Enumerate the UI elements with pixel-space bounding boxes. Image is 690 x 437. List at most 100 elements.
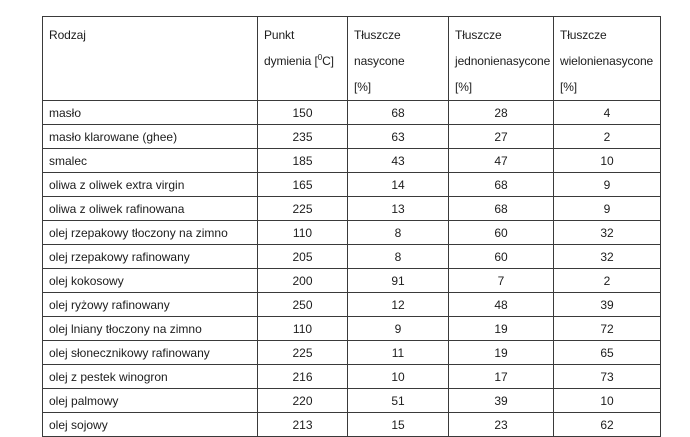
superscript-zero: 0 (317, 53, 323, 62)
value-cell: 27 (448, 124, 554, 149)
table-row: masło 150 68 28 4 (42, 100, 661, 125)
value-cell: 9 (553, 196, 661, 221)
row-label-cell: oliwa z oliwek rafinowana (42, 196, 258, 221)
header-line: Punkt (264, 28, 295, 42)
header-line: jednonienasycone (455, 54, 551, 68)
header-line: wielonienasycone (560, 54, 654, 68)
value-cell: 19 (448, 316, 554, 341)
value-cell: 15 (347, 412, 449, 437)
value-cell: 7 (448, 268, 554, 293)
value-cell: 28 (448, 100, 554, 125)
table-row: olej z pestek winogron 216 10 17 73 (42, 364, 661, 389)
value-cell: 72 (553, 316, 661, 341)
table-header: Rodzaj Punkt dymienia [0C] Tłuszcze nasy… (42, 16, 661, 101)
value-cell: 23 (448, 412, 554, 437)
table-row: olej palmowy 220 51 39 10 (42, 388, 661, 413)
value-cell: 48 (448, 292, 554, 317)
table-row: masło klarowane (ghee) 235 63 27 2 (42, 124, 661, 149)
value-cell: 10 (347, 364, 449, 389)
value-cell: 8 (347, 244, 449, 269)
value-cell: 110 (257, 220, 348, 245)
table-row: olej słonecznikowy rafinowany 225 11 19 65 (42, 340, 661, 365)
value-cell: 19 (448, 340, 554, 365)
value-cell: 13 (347, 196, 449, 221)
value-cell: 110 (257, 316, 348, 341)
value-cell: 32 (553, 220, 661, 245)
row-label-cell: olej sojowy (42, 412, 258, 437)
value-cell: 9 (347, 316, 449, 341)
value-cell: 8 (347, 220, 449, 245)
header-line: Tłuszcze (455, 28, 502, 42)
col-header-tluszcze-wielonienasycone: Tłuszcze wielonienasycone [%] (553, 16, 661, 101)
col-header-tluszcze-nasycone: Tłuszcze nasycone [%] (347, 16, 449, 101)
value-cell: 60 (448, 220, 554, 245)
row-label-cell: olej kokosowy (42, 268, 258, 293)
row-label-cell: olej rzepakowy tłoczony na zimno (42, 220, 258, 245)
header-line: [%] (455, 80, 473, 94)
header-line: [%] (560, 80, 578, 94)
value-cell: 4 (553, 100, 661, 125)
value-cell: 51 (347, 388, 449, 413)
table-row: olej ryżowy rafinowany 250 12 48 39 (42, 292, 661, 317)
row-label-cell: oliwa z oliwek extra virgin (42, 172, 258, 197)
value-cell: 216 (257, 364, 348, 389)
fats-table-container: Rodzaj Punkt dymienia [0C] Tłuszcze nasy… (42, 16, 661, 437)
value-cell: 73 (553, 364, 661, 389)
header-row: Rodzaj Punkt dymienia [0C] Tłuszcze nasy… (42, 16, 661, 101)
value-cell: 2 (553, 268, 661, 293)
value-cell: 235 (257, 124, 348, 149)
col-header-tluszcze-jednonienasycone: Tłuszcze jednonienasycone [%] (448, 16, 554, 101)
value-cell: 250 (257, 292, 348, 317)
value-cell: 11 (347, 340, 449, 365)
header-line: Tłuszcze (354, 28, 401, 42)
value-cell: 10 (553, 388, 661, 413)
value-cell: 225 (257, 340, 348, 365)
row-label-cell: olej słonecznikowy rafinowany (42, 340, 258, 365)
table-row: olej lniany tłoczony na zimno 110 9 19 72 (42, 316, 661, 341)
header-line: Tłuszcze (560, 28, 607, 42)
table-row: olej sojowy 213 15 23 62 (42, 412, 661, 437)
header-line: nasycone (354, 54, 405, 68)
value-cell: 68 (347, 100, 449, 125)
value-cell: 213 (257, 412, 348, 437)
value-cell: 200 (257, 268, 348, 293)
value-cell: 185 (257, 148, 348, 173)
header-line: dymienia [0C] (264, 53, 334, 69)
value-cell: 65 (553, 340, 661, 365)
value-cell: 68 (448, 172, 554, 197)
value-cell: 220 (257, 388, 348, 413)
table-row: smalec 185 43 47 10 (42, 148, 661, 173)
value-cell: 32 (553, 244, 661, 269)
value-cell: 12 (347, 292, 449, 317)
value-cell: 9 (553, 172, 661, 197)
row-label-cell: olej lniany tłoczony na zimno (42, 316, 258, 341)
table-row: olej rzepakowy rafinowany 205 8 60 32 (42, 244, 661, 269)
table-row: oliwa z oliwek extra virgin 165 14 68 9 (42, 172, 661, 197)
table-row: olej kokosowy 200 91 7 2 (42, 268, 661, 293)
row-label-cell: olej rzepakowy rafinowany (42, 244, 258, 269)
value-cell: 39 (553, 292, 661, 317)
header-line: [%] (354, 80, 372, 94)
value-cell: 2 (553, 124, 661, 149)
value-cell: 60 (448, 244, 554, 269)
table-row: oliwa z oliwek rafinowana 225 13 68 9 (42, 196, 661, 221)
value-cell: 205 (257, 244, 348, 269)
value-cell: 225 (257, 196, 348, 221)
value-cell: 10 (553, 148, 661, 173)
row-label-cell: smalec (42, 148, 258, 173)
value-cell: 43 (347, 148, 449, 173)
value-cell: 68 (448, 196, 554, 221)
value-cell: 63 (347, 124, 449, 149)
row-label-cell: olej z pestek winogron (42, 364, 258, 389)
row-label-cell: masło klarowane (ghee) (42, 124, 258, 149)
value-cell: 62 (553, 412, 661, 437)
value-cell: 165 (257, 172, 348, 197)
table-row: olej rzepakowy tłoczony na zimno 110 8 60 32 (42, 220, 661, 245)
row-label-cell: olej palmowy (42, 388, 258, 413)
col-header-punkt-dymienia: Punkt dymienia [0C] (257, 16, 348, 101)
value-cell: 17 (448, 364, 554, 389)
value-cell: 150 (257, 100, 348, 125)
table-body: masło 150 68 28 4 masło klarowane (ghee) 235 63… (42, 100, 661, 437)
row-label-cell: masło (42, 100, 258, 125)
row-label-cell: olej ryżowy rafinowany (42, 292, 258, 317)
